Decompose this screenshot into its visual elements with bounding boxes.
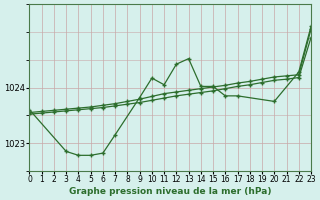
X-axis label: Graphe pression niveau de la mer (hPa): Graphe pression niveau de la mer (hPa) xyxy=(69,187,271,196)
